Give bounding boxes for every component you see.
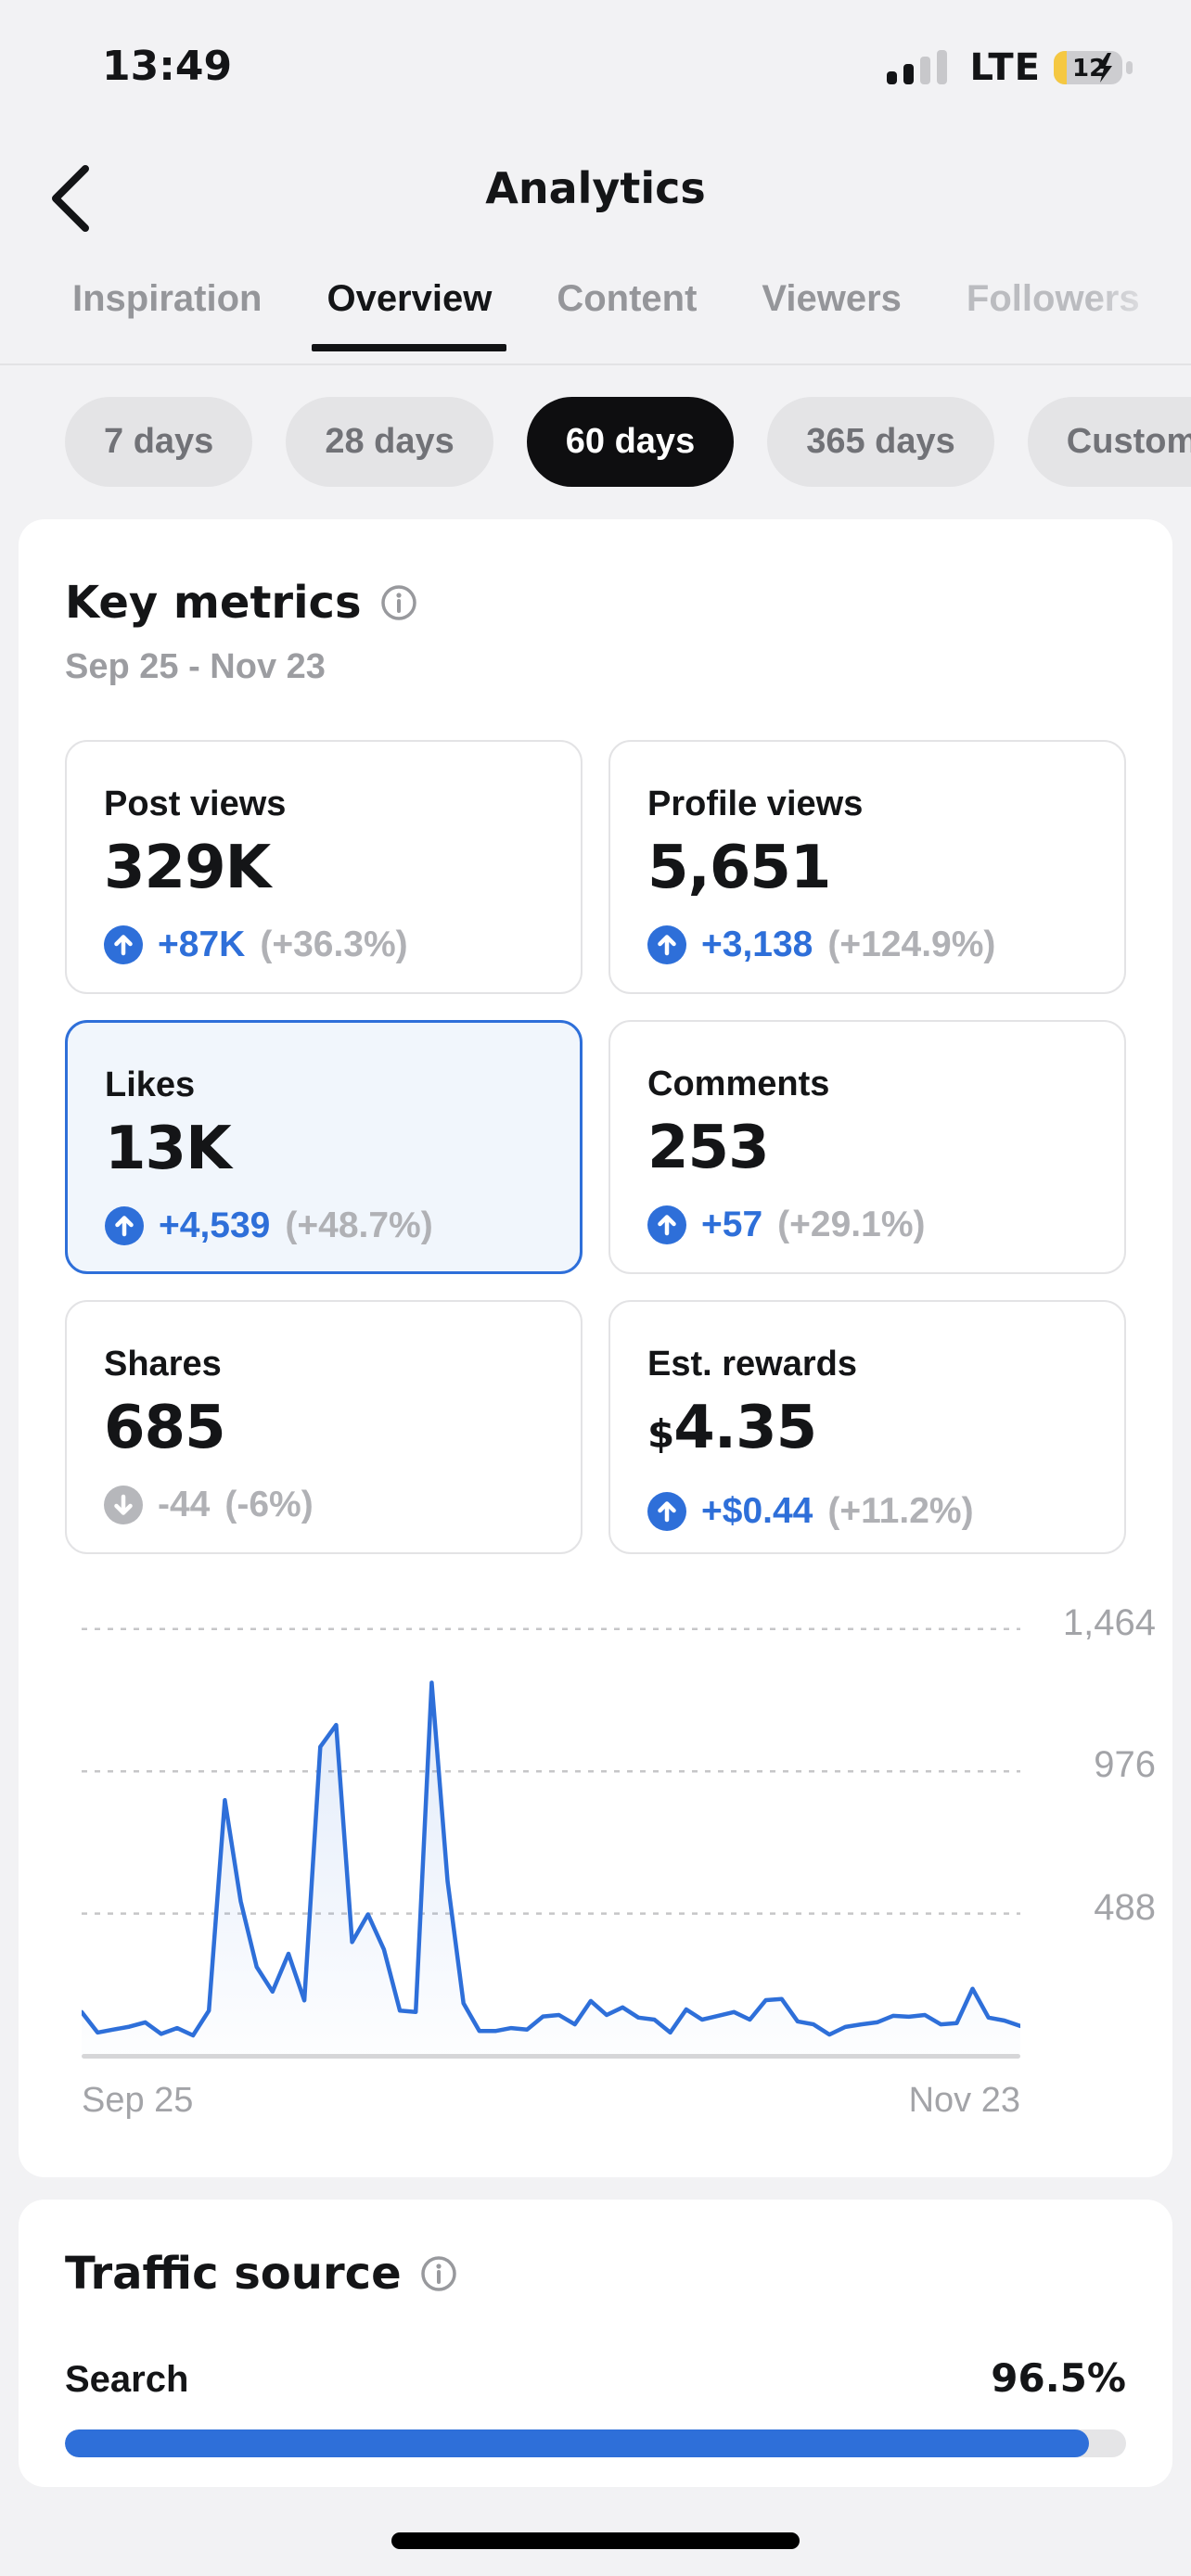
metric-delta: +87K (+36.3%) bbox=[104, 925, 581, 965]
metric-card-comments[interactable]: Comments 253 +57 (+29.1%) bbox=[608, 1020, 1126, 1274]
pill-custom[interactable]: Custom bbox=[1027, 397, 1191, 487]
metric-value: 329K bbox=[104, 834, 271, 902]
tab-overview[interactable]: Overview bbox=[312, 278, 507, 353]
metric-label: Comments bbox=[647, 1065, 830, 1103]
metric-delta: -44 (-6%) bbox=[104, 1485, 581, 1525]
chart-ytick-976: 976 bbox=[1094, 1744, 1156, 1785]
battery-icon: 12 bbox=[1054, 51, 1133, 84]
metric-card-profile-views[interactable]: Profile views 5,651 +3,138 (+124.9%) bbox=[608, 740, 1126, 994]
key-metrics-date-range: Sep 25 - Nov 23 bbox=[65, 647, 326, 686]
metric-label: Profile views bbox=[647, 784, 864, 823]
traffic-row-search: Search 96.5% bbox=[65, 2355, 1126, 2401]
trend-up-icon bbox=[647, 1205, 686, 1244]
metric-label: Likes bbox=[105, 1065, 196, 1104]
trend-down-icon bbox=[104, 1486, 143, 1524]
traffic-label: Search bbox=[65, 2359, 189, 2400]
metric-label: Est. rewards bbox=[647, 1345, 857, 1384]
pill-365-days[interactable]: 365 days bbox=[767, 397, 994, 487]
pill-7-days[interactable]: 7 days bbox=[65, 397, 253, 487]
metric-card-likes[interactable]: Likes 13K +4,539 (+48.7%) bbox=[65, 1020, 583, 1274]
trend-up-icon bbox=[105, 1206, 144, 1245]
traffic-source-title: Traffic source bbox=[65, 2248, 402, 2300]
metric-card-est-rewards[interactable]: Est. rewards $4.35 +$0.44 (+11.2%) bbox=[608, 1300, 1126, 1554]
chart-ytick-488: 488 bbox=[1094, 1887, 1156, 1928]
metric-label: Shares bbox=[104, 1345, 222, 1384]
trend-up-icon bbox=[104, 925, 143, 964]
traffic-progress-fill bbox=[65, 2429, 1089, 2457]
metric-delta: +57 (+29.1%) bbox=[647, 1205, 1124, 1245]
tab-inspiration[interactable]: Inspiration bbox=[72, 278, 263, 319]
metric-card-shares[interactable]: Shares 685 -44 (-6%) bbox=[65, 1300, 583, 1554]
back-icon[interactable] bbox=[41, 161, 106, 236]
chart-x-axis-line bbox=[82, 2054, 1020, 2059]
chart-xtick-end: Nov 23 bbox=[908, 2081, 1020, 2120]
metric-delta: +3,138 (+124.9%) bbox=[647, 925, 1124, 965]
metric-value: 13K bbox=[105, 1115, 232, 1183]
chart-xtick-start: Sep 25 bbox=[82, 2081, 194, 2120]
cellular-signal-icon bbox=[886, 50, 947, 84]
metric-value: 685 bbox=[104, 1394, 226, 1462]
likes-trend-chart[interactable] bbox=[82, 1595, 1020, 2059]
traffic-progress-track bbox=[65, 2429, 1126, 2457]
page-title: Analytics bbox=[485, 163, 706, 213]
status-bar: 13:49 LTE 12 bbox=[0, 0, 1191, 121]
key-metrics-title: Key metrics bbox=[65, 577, 362, 629]
metric-delta: +4,539 (+48.7%) bbox=[105, 1205, 580, 1246]
trend-up-icon bbox=[647, 1492, 686, 1531]
key-metrics-card: Key metrics Sep 25 - Nov 23 Post views 3… bbox=[19, 519, 1172, 2177]
tab-bar: Inspiration Overview Content Viewers Fol… bbox=[0, 278, 1191, 365]
trend-up-icon bbox=[647, 925, 686, 964]
info-icon[interactable] bbox=[378, 582, 419, 623]
pill-60-days[interactable]: 60 days bbox=[526, 397, 735, 487]
tab-content[interactable]: Content bbox=[557, 278, 698, 319]
tab-followers[interactable]: Followers bbox=[966, 278, 1140, 319]
metric-grid: Post views 329K +87K (+36.3%) Profile vi… bbox=[65, 740, 1126, 1554]
metric-value: 253 bbox=[647, 1114, 770, 1182]
home-indicator[interactable] bbox=[391, 2532, 800, 2549]
tab-viewers[interactable]: Viewers bbox=[762, 278, 902, 319]
metric-value: $4.35 bbox=[647, 1394, 817, 1462]
date-range-selector: 7 days 28 days 60 days 365 days Custom bbox=[0, 397, 1191, 488]
network-type-label: LTE bbox=[969, 46, 1041, 89]
tabs-divider bbox=[0, 363, 1191, 365]
traffic-percent: 96.5% bbox=[991, 2355, 1126, 2401]
chart-ytick-1464: 1,464 bbox=[1062, 1602, 1156, 1643]
pill-28-days[interactable]: 28 days bbox=[286, 397, 493, 487]
traffic-source-card: Traffic source Search 96.5% bbox=[19, 2200, 1172, 2487]
status-time: 13:49 bbox=[102, 43, 233, 90]
info-icon[interactable] bbox=[418, 2253, 459, 2294]
metric-delta: +$0.44 (+11.2%) bbox=[647, 1491, 1124, 1532]
metric-card-post-views[interactable]: Post views 329K +87K (+36.3%) bbox=[65, 740, 583, 994]
metric-value: 5,651 bbox=[647, 834, 831, 902]
nav-header: Analytics bbox=[0, 148, 1191, 250]
metric-label: Post views bbox=[104, 784, 287, 823]
